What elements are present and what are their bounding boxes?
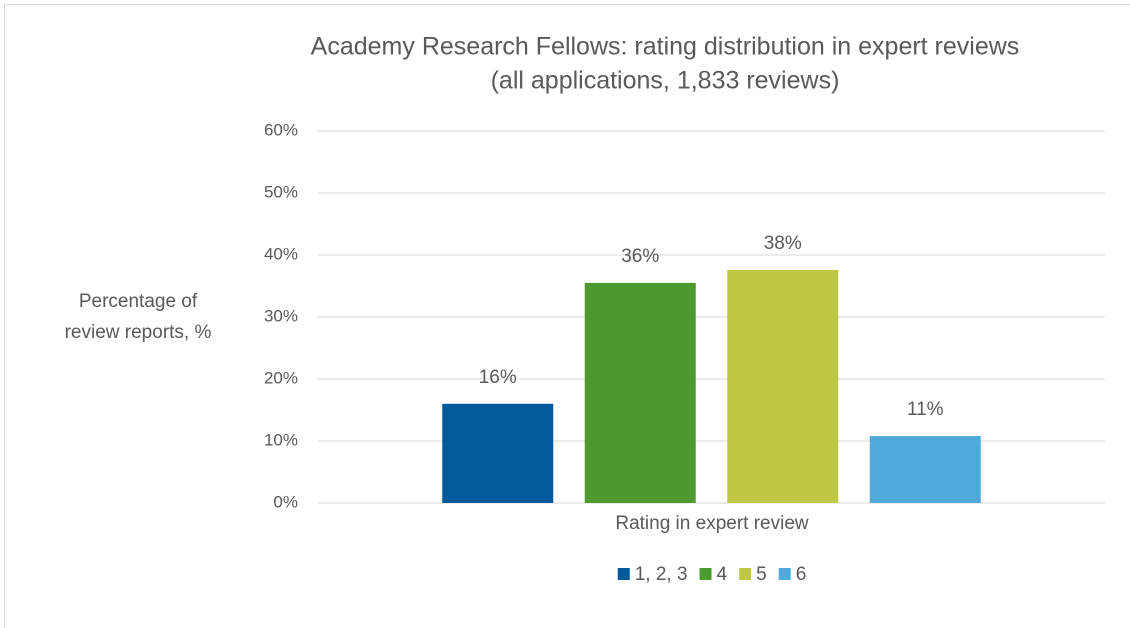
y-tick-label: 20% bbox=[264, 368, 298, 387]
legend-label: 1, 2, 3 bbox=[635, 564, 688, 585]
x-axis-label: Rating in expert review bbox=[615, 513, 809, 534]
legend-swatch bbox=[739, 568, 752, 580]
bar bbox=[869, 436, 981, 503]
y-tick-label: 30% bbox=[264, 306, 298, 325]
data-label: 16% bbox=[479, 367, 517, 388]
y-tick-label: 10% bbox=[264, 430, 298, 449]
y-tick-label: 60% bbox=[264, 120, 298, 139]
chart-border bbox=[4, 4, 1130, 628]
data-label: 36% bbox=[621, 246, 659, 267]
legend-label: 4 bbox=[717, 564, 728, 585]
bar bbox=[584, 282, 696, 503]
bar bbox=[442, 403, 554, 503]
y-tick-label: 0% bbox=[273, 492, 298, 511]
legend-label: 5 bbox=[756, 564, 767, 585]
legend-swatch bbox=[617, 568, 630, 580]
data-label: 38% bbox=[764, 233, 802, 254]
chart-subtitle: (all applications, 1,833 reviews) bbox=[491, 67, 840, 95]
data-label: 11% bbox=[907, 399, 944, 420]
y-axis-label: Percentage of bbox=[79, 291, 198, 312]
legend-swatch bbox=[699, 568, 712, 580]
chart-title: Academy Research Fellows: rating distrib… bbox=[311, 33, 1020, 61]
y-tick-label: 50% bbox=[264, 182, 298, 201]
legend-label: 6 bbox=[796, 564, 807, 585]
y-tick-label: 40% bbox=[264, 244, 298, 263]
bar bbox=[727, 269, 839, 503]
legend-swatch bbox=[778, 568, 791, 580]
y-axis-label: review reports, % bbox=[65, 322, 212, 343]
